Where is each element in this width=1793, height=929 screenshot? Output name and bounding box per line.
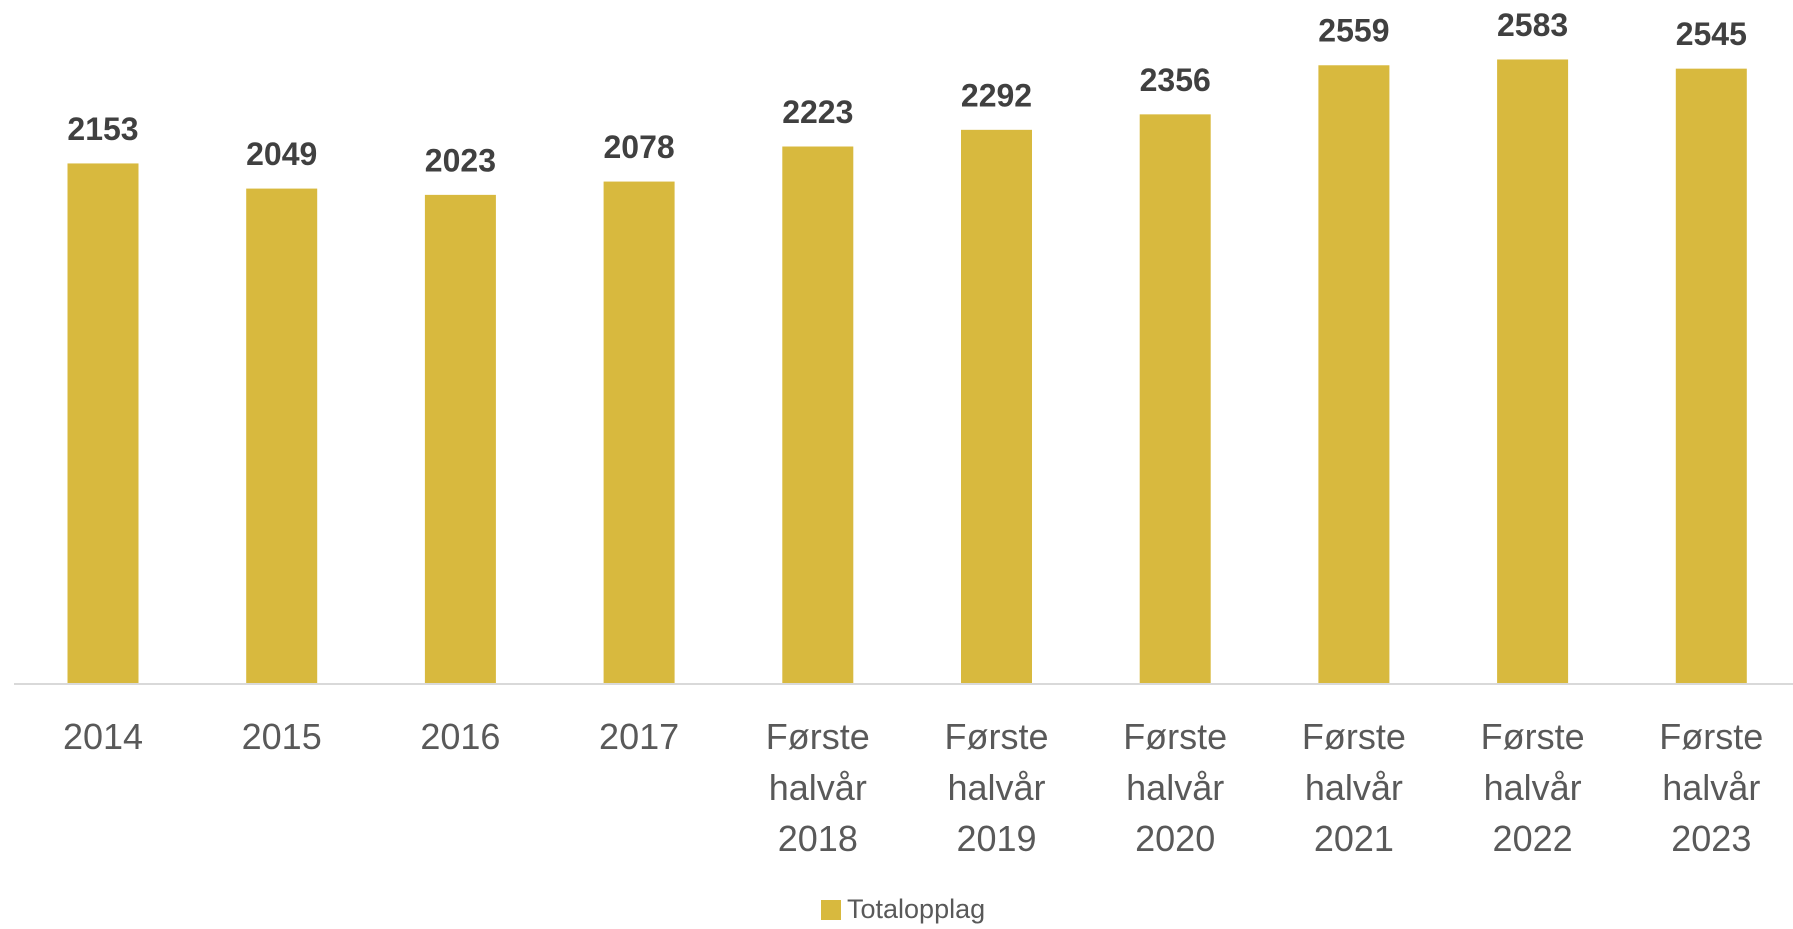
x-tick-label: 2014: [63, 716, 143, 757]
bar: [1497, 59, 1569, 684]
x-tick-label: Første halvår 2021: [1302, 716, 1406, 859]
x-tick-label: Første halvår 2019: [945, 716, 1049, 859]
x-tick-label: Første halvår 2022: [1481, 716, 1585, 859]
data-label: 2356: [1140, 62, 1211, 98]
x-tick-label: 2016: [420, 716, 500, 757]
data-label: 2292: [961, 77, 1032, 113]
bar: [1139, 114, 1211, 685]
x-tick-label: 2017: [599, 716, 679, 757]
data-label: 2153: [67, 111, 138, 147]
bar: [67, 163, 139, 684]
data-label: 2583: [1497, 7, 1568, 43]
bar: [1318, 65, 1390, 684]
x-tick-label: Første halvår 2020: [1123, 716, 1227, 859]
legend-swatch: [821, 900, 841, 920]
data-label: 2559: [1318, 13, 1389, 49]
bar: [603, 181, 675, 685]
bar: [961, 129, 1032, 684]
bar: [246, 188, 318, 685]
data-label: 2049: [246, 136, 317, 172]
bar: [782, 146, 854, 684]
legend-label: Totalopplag: [847, 894, 985, 924]
data-label: 2078: [604, 129, 675, 165]
x-tick-label: Første halvår 2023: [1659, 716, 1763, 859]
x-tick-label: Første halvår 2018: [766, 716, 870, 859]
bar: [1675, 68, 1747, 685]
data-label: 2023: [425, 142, 496, 178]
data-label: 2223: [782, 94, 853, 130]
bar: [424, 194, 496, 684]
x-tick-label: 2015: [242, 716, 322, 757]
data-label: 2545: [1676, 16, 1747, 52]
